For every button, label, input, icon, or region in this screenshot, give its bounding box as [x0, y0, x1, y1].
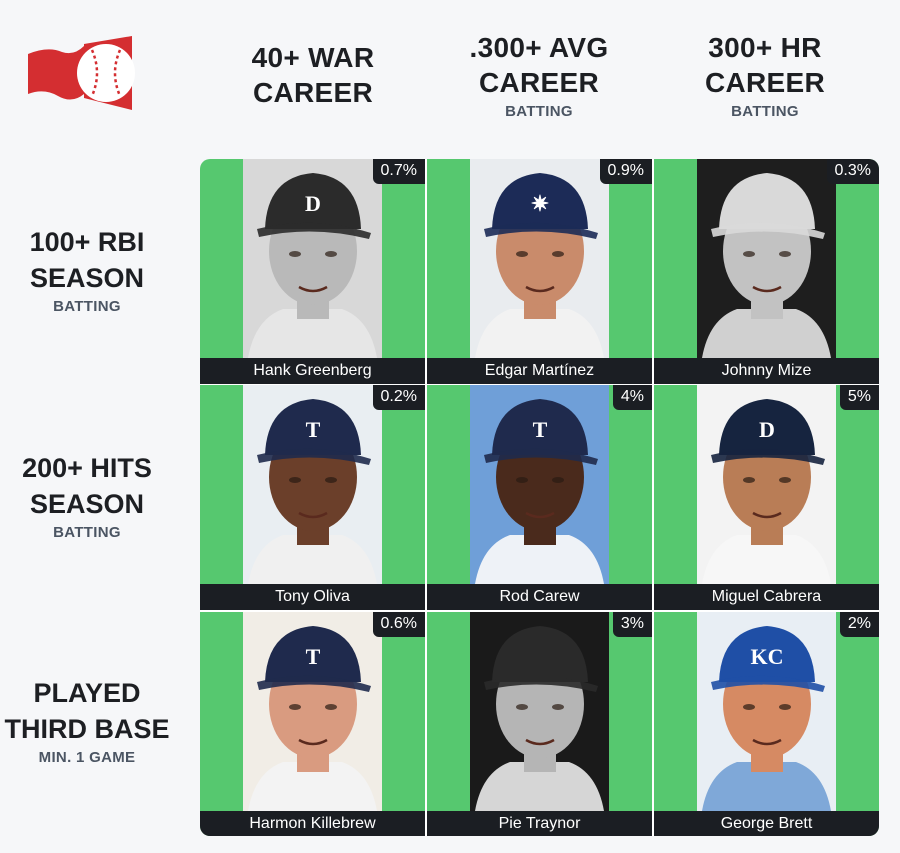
- player-name: Miguel Cabrera: [654, 584, 879, 610]
- player-name: Harmon Killebrew: [200, 811, 425, 836]
- player-name: Tony Oliva: [200, 584, 425, 610]
- rarity-badge: 4%: [612, 385, 652, 410]
- row-header-2: 200+ HITS SEASON BATTING: [0, 450, 174, 541]
- row-subtitle: MIN. 1 GAME: [38, 749, 136, 766]
- player-photo: D: [243, 159, 382, 358]
- player-name: Pie Traynor: [427, 811, 652, 836]
- player-photo: [470, 612, 609, 811]
- grid-cell[interactable]: 3% Pie Traynor: [427, 612, 652, 836]
- grid-cell[interactable]: ✷ 0.9% Edgar Martínez: [427, 159, 652, 384]
- row-header-3: PLAYED THIRD BASE MIN. 1 GAME: [0, 675, 174, 766]
- grid-cell[interactable]: 0.3% Johnny Mize: [654, 159, 879, 384]
- cap-logo: ✷: [531, 191, 549, 216]
- row-subtitle: BATTING: [53, 298, 121, 315]
- player-photo: [697, 159, 836, 358]
- player-photo: ✷: [470, 159, 609, 358]
- column-subtitle: BATTING: [505, 103, 573, 120]
- player-name: Rod Carew: [427, 584, 652, 610]
- rarity-badge: 2%: [839, 612, 879, 637]
- column-subtitle: BATTING: [731, 103, 799, 120]
- row-title: PLAYED THIRD BASE: [4, 678, 170, 744]
- player-photo: T: [243, 612, 382, 811]
- grid-cell[interactable]: T 4% Rod Carew: [427, 385, 652, 610]
- cap-logo: T: [533, 417, 548, 442]
- player-name: George Brett: [654, 811, 879, 836]
- grid-cell[interactable]: KC 2% George Brett: [654, 612, 879, 836]
- cap-logo: D: [759, 417, 775, 442]
- player-photo: T: [243, 385, 382, 584]
- cap-logo: T: [306, 644, 321, 669]
- player-name: Hank Greenberg: [200, 358, 425, 384]
- row-subtitle: BATTING: [53, 524, 121, 541]
- grid-cell[interactable]: D 0.7% Hank Greenberg: [200, 159, 425, 384]
- column-header-3: 300+ HR CAREER BATTING: [652, 30, 878, 120]
- column-header-1: 40+ WAR CAREER: [200, 30, 426, 113]
- player-photo: KC: [697, 612, 836, 811]
- answer-grid: D 0.7% Hank Greenberg ✷ 0.9% Edgar Martínez 0.…: [200, 159, 879, 836]
- rarity-badge: 0.3%: [826, 159, 879, 184]
- column-title: .300+ AVG CAREER: [469, 32, 609, 98]
- grid-cell[interactable]: T 0.6% Harmon Killebrew: [200, 612, 425, 836]
- grid-cell[interactable]: D 5% Miguel Cabrera: [654, 385, 879, 610]
- baseball-flag-logo: [28, 36, 138, 110]
- player-name: Johnny Mize: [654, 358, 879, 384]
- rarity-badge: 5%: [839, 385, 879, 410]
- player-photo: T: [470, 385, 609, 584]
- rarity-badge: 0.9%: [599, 159, 652, 184]
- player-name: Edgar Martínez: [427, 358, 652, 384]
- player-photo: D: [697, 385, 836, 584]
- row-title: 100+ RBI SEASON: [29, 227, 145, 293]
- row-header-1: 100+ RBI SEASON BATTING: [0, 224, 174, 315]
- grid-cell[interactable]: T 0.2% Tony Oliva: [200, 385, 425, 610]
- rarity-badge: 0.7%: [372, 159, 425, 184]
- column-header-2: .300+ AVG CAREER BATTING: [426, 30, 652, 120]
- cap-logo: KC: [751, 644, 784, 669]
- column-title: 40+ WAR CAREER: [251, 42, 375, 108]
- row-title: 200+ HITS SEASON: [22, 453, 152, 519]
- rarity-badge: 3%: [612, 612, 652, 637]
- cap-logo: D: [305, 191, 321, 216]
- rarity-badge: 0.6%: [372, 612, 425, 637]
- column-title: 300+ HR CAREER: [704, 32, 826, 98]
- cap-logo: T: [306, 417, 321, 442]
- rarity-badge: 0.2%: [372, 385, 425, 410]
